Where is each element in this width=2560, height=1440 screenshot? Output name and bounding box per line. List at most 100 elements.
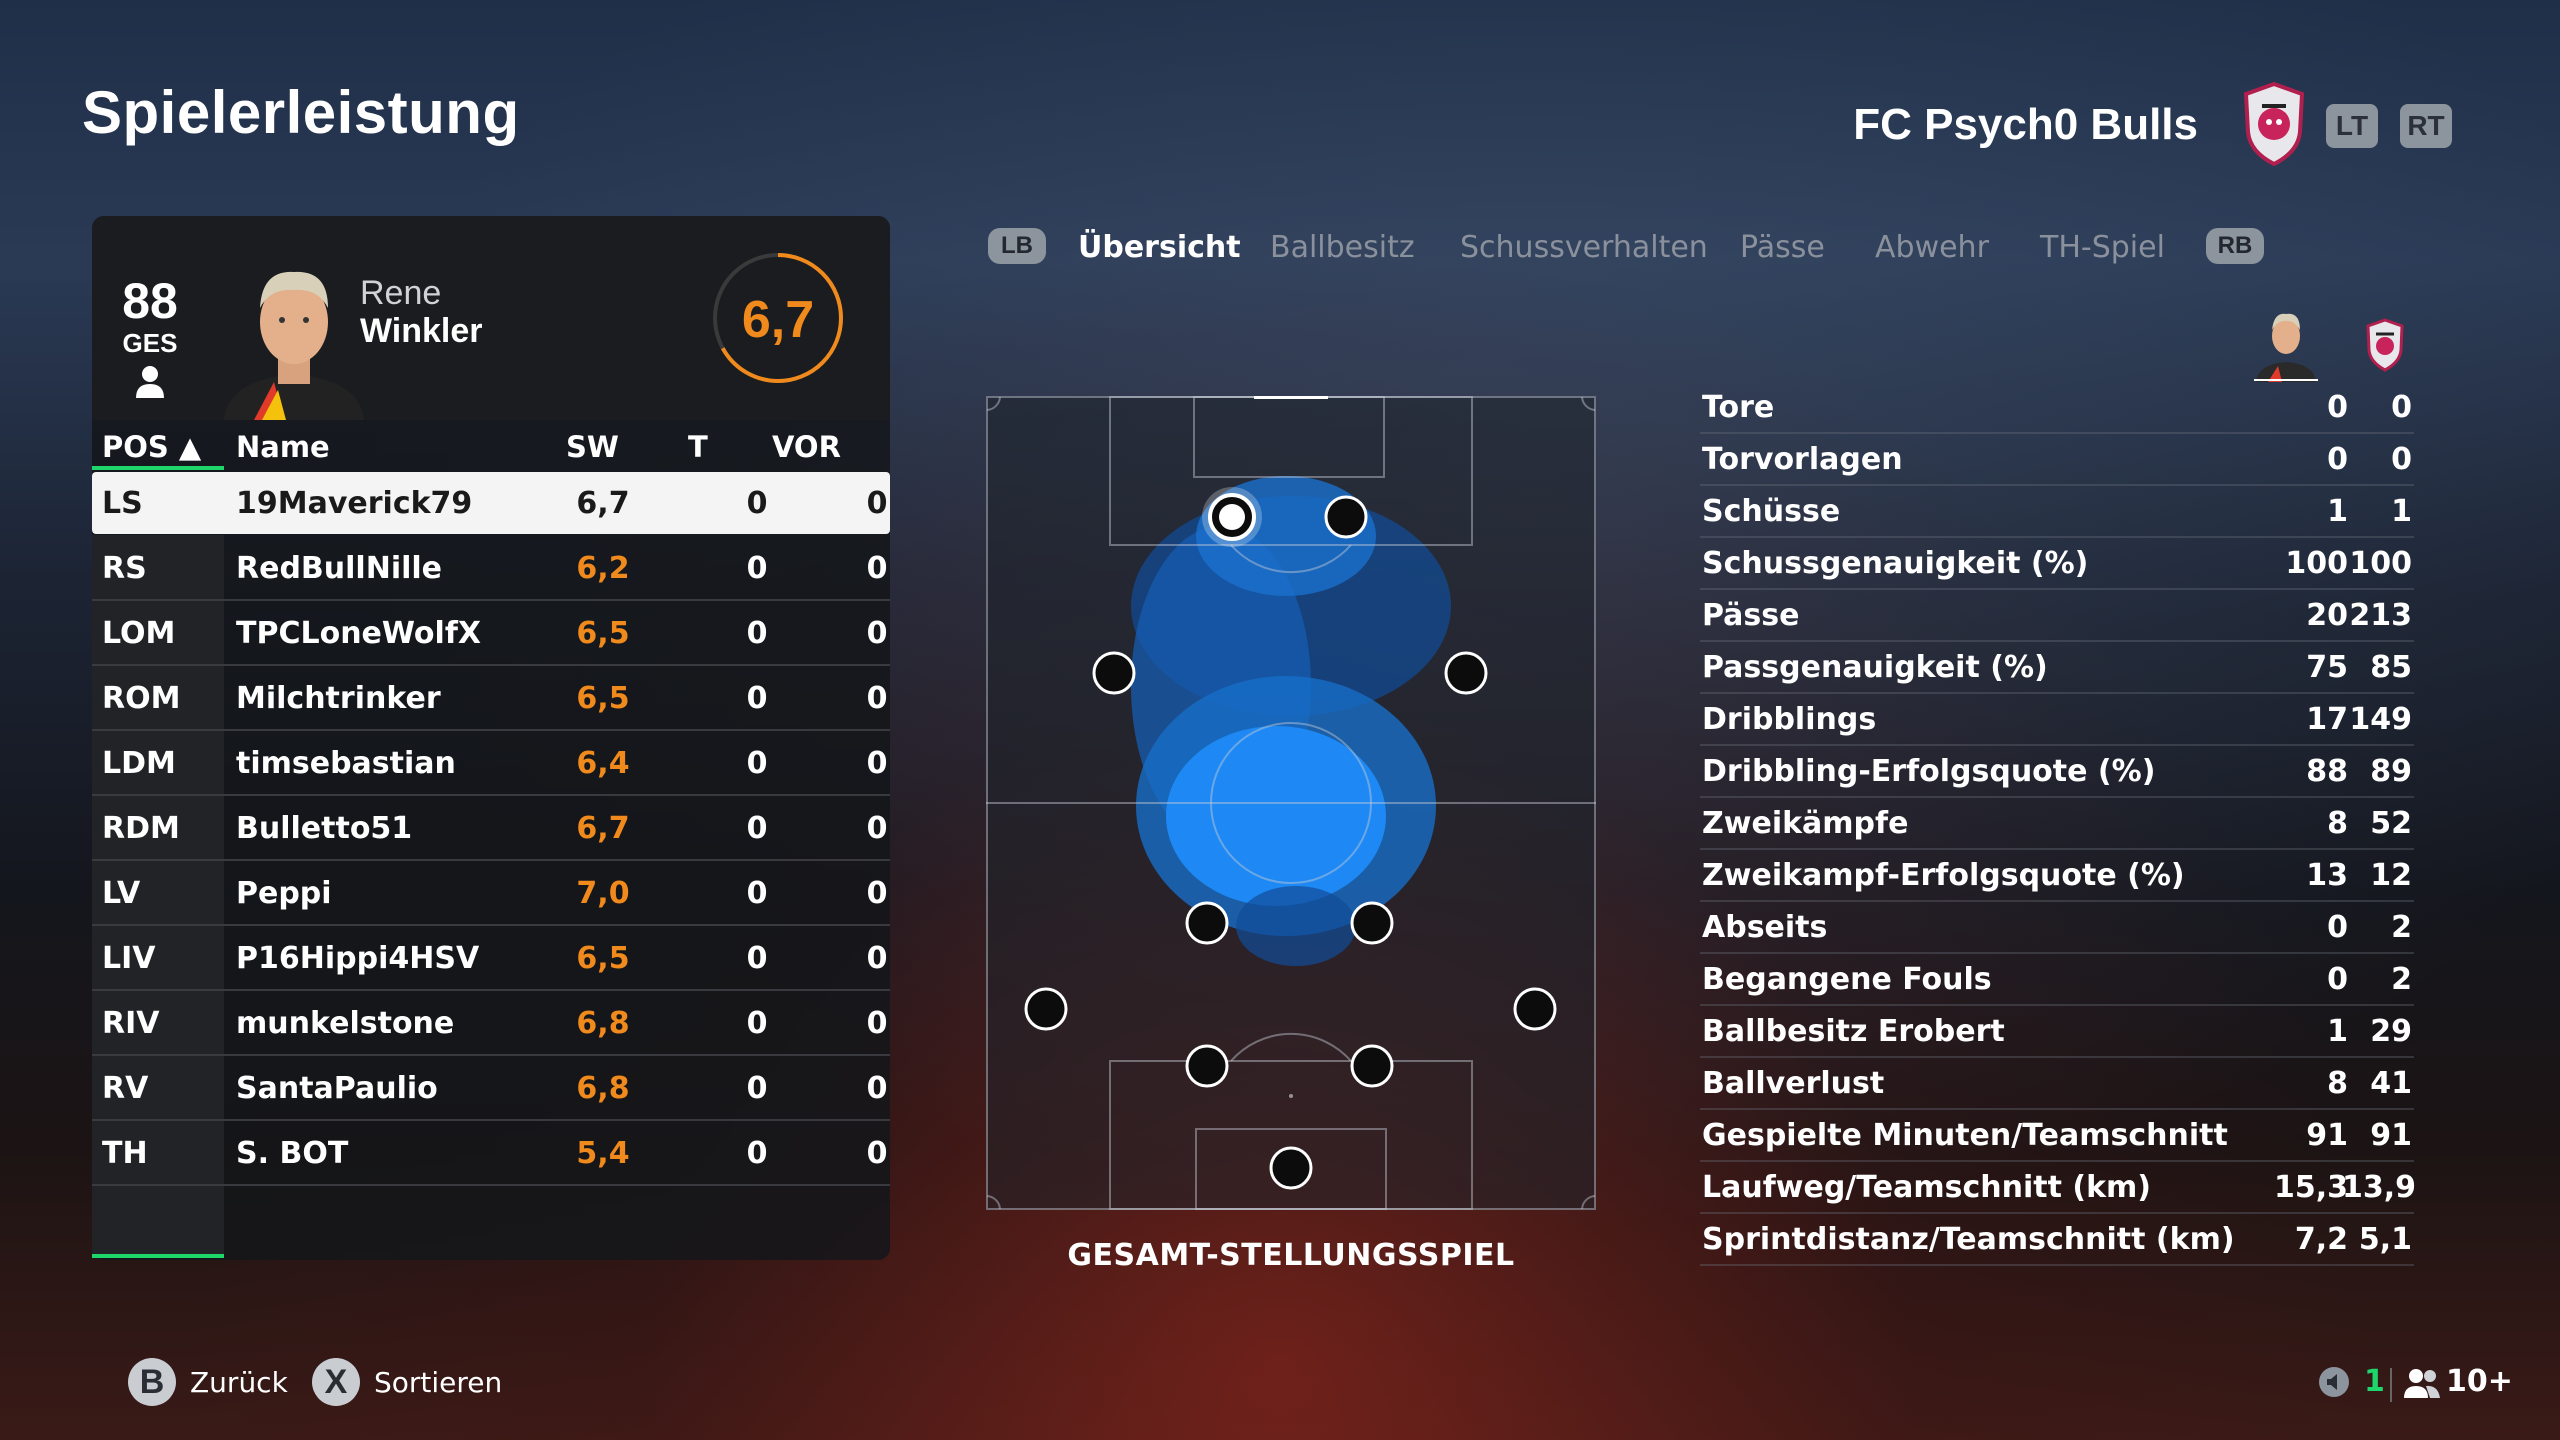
row-assists: 0 [866, 1136, 888, 1171]
row-player-name: RedBullNille [236, 551, 443, 586]
row-goals: 0 [746, 616, 768, 651]
stat-team-value: 13,9 [2342, 1170, 2417, 1205]
table-row[interactable]: TH S. BOT 5,4 0 0 [92, 1122, 890, 1186]
row-rating: 7,0 [576, 876, 630, 911]
row-divider [92, 1119, 890, 1121]
stat-label: Torvorlagen [1702, 442, 1903, 477]
rating-ring [713, 253, 843, 383]
tab-uebersicht[interactable]: Übersicht [1078, 230, 1241, 265]
row-goals: 0 [746, 941, 768, 976]
tab-schussverhalten[interactable]: Schussverhalten [1460, 230, 1708, 265]
row-position: ROM [102, 681, 181, 716]
stat-row: Schussgenauigkeit (%) 100 100 [1700, 538, 2414, 590]
stat-team-value: 12 [2370, 858, 2412, 893]
table-row[interactable]: RIV munkelstone 6,8 0 0 [92, 992, 890, 1056]
row-goals: 0 [746, 1136, 768, 1171]
stat-divider [1700, 588, 2414, 590]
stat-divider [1700, 484, 2414, 486]
row-position: LS [102, 486, 143, 521]
row-rating: 6,7 [576, 486, 630, 521]
voice-count: 1 [2364, 1364, 2385, 1399]
speaker-icon [2319, 1367, 2349, 1397]
row-rating: 6,8 [576, 1006, 630, 1041]
row-position: TH [102, 1136, 148, 1171]
row-goals: 0 [746, 486, 768, 521]
stat-divider [1700, 1004, 2414, 1006]
table-row[interactable]: LDM timsebastian 6,4 0 0 [92, 732, 890, 796]
stat-row: Passgenauigkeit (%) 75 85 [1700, 642, 2414, 694]
table-header: POS ▲ Name SW T VOR [92, 420, 890, 472]
stat-player-value: 8 [2327, 806, 2348, 841]
row-rating: 6,4 [576, 746, 630, 781]
stat-label: Schüsse [1702, 494, 1841, 529]
stat-team-value: 100 [2349, 546, 2412, 581]
player-last-name: Winkler [360, 312, 483, 350]
stat-label: Abseits [1702, 910, 1828, 945]
stat-divider [1700, 1212, 2414, 1214]
stat-label: Schussgenauigkeit (%) [1702, 546, 2089, 581]
stat-row: Begangene Fouls 0 2 [1700, 954, 2414, 1006]
table-row[interactable]: RV SantaPaulio 6,8 0 0 [92, 1057, 890, 1121]
lb-button[interactable]: LB [988, 228, 1046, 264]
scroll-indicator [92, 1254, 224, 1258]
stat-team-value: 41 [2370, 1066, 2412, 1101]
sort-label[interactable]: Sortieren [374, 1366, 503, 1399]
row-player-name: S. BOT [236, 1136, 349, 1171]
stat-divider [1700, 848, 2414, 850]
table-row[interactable]: LS 19Maverick79 6,7 0 0 [92, 472, 890, 534]
col-vor[interactable]: VOR [772, 430, 841, 464]
col-sw[interactable]: SW [566, 430, 619, 464]
row-position: RS [102, 551, 147, 586]
team-crest-small-icon [2366, 318, 2404, 372]
stat-divider [1700, 1264, 2414, 1266]
table-row[interactable]: RDM Bulletto51 6,7 0 0 [92, 797, 890, 861]
row-rating: 5,4 [576, 1136, 630, 1171]
stat-row: Sprintdistanz/Teamschnitt (km) 7,2 5,1 [1700, 1214, 2414, 1266]
table-row[interactable]: ROM Milchtrinker 6,5 0 0 [92, 667, 890, 731]
page-title: Spielerleistung [82, 79, 520, 146]
formation-markers [1024, 487, 1557, 1190]
stat-divider [1700, 536, 2414, 538]
table-row[interactable]: LV Peppi 7,0 0 0 [92, 862, 890, 926]
row-assists: 0 [866, 941, 888, 976]
stat-team-value: 52 [2370, 806, 2412, 841]
stat-team-value: 0 [2391, 390, 2412, 425]
back-label[interactable]: Zurück [190, 1366, 288, 1399]
b-button-icon[interactable]: B [128, 1358, 176, 1406]
row-divider [92, 729, 890, 731]
rt-button[interactable]: RT [2400, 104, 2452, 148]
row-divider [92, 1184, 890, 1186]
row-goals: 0 [746, 746, 768, 781]
tab-paesse[interactable]: Pässe [1740, 230, 1825, 265]
table-row[interactable]: LIV P16Hippi4HSV 6,5 0 0 [92, 927, 890, 991]
lt-button[interactable]: LT [2326, 104, 2378, 148]
tab-th-spiel[interactable]: TH-Spiel [2040, 230, 2165, 265]
tab-abwehr[interactable]: Abwehr [1875, 230, 1989, 265]
table-row[interactable]: LOM TPCLoneWolfX 6,5 0 0 [92, 602, 890, 666]
col-t[interactable]: T [688, 430, 708, 464]
player-portrait [224, 271, 364, 420]
stat-player-value: 75 [2306, 650, 2348, 685]
stat-label: Dribbling-Erfolgsquote (%) [1702, 754, 2156, 789]
heatmap [1131, 476, 1451, 966]
row-goals: 0 [746, 551, 768, 586]
x-button-icon[interactable]: X [312, 1358, 360, 1406]
stat-divider [1700, 796, 2414, 798]
row-rating: 6,5 [576, 616, 630, 651]
stat-team-value: 1 [2391, 494, 2412, 529]
stat-label: Zweikämpfe [1702, 806, 1909, 841]
row-rating: 6,5 [576, 681, 630, 716]
col-name[interactable]: Name [236, 430, 330, 464]
tab-ballbesitz[interactable]: Ballbesitz [1270, 230, 1415, 265]
stat-row: Schüsse 1 1 [1700, 486, 2414, 538]
row-player-name: TPCLoneWolfX [236, 616, 481, 651]
row-position: RIV [102, 1006, 160, 1041]
stat-team-value: 149 [2349, 702, 2412, 737]
stat-row: Zweikämpfe 8 52 [1700, 798, 2414, 850]
table-row[interactable]: RS RedBullNille 6,2 0 0 [92, 537, 890, 601]
row-position: LOM [102, 616, 176, 651]
row-player-name: SantaPaulio [236, 1071, 438, 1106]
stat-label: Pässe [1702, 598, 1800, 633]
col-pos[interactable]: POS ▲ [102, 430, 202, 464]
rb-button[interactable]: RB [2206, 228, 2264, 264]
